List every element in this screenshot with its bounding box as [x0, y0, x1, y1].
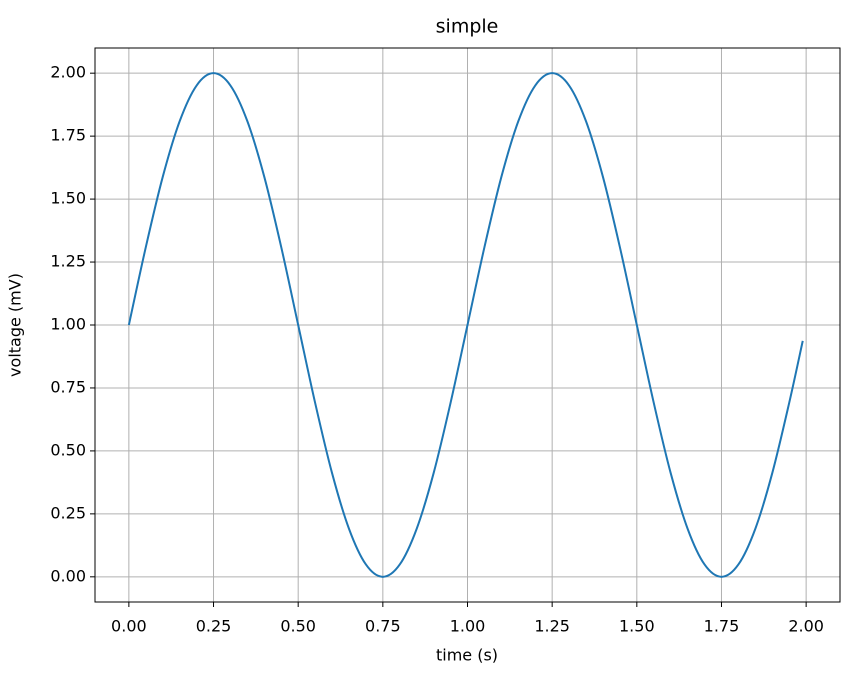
data-line: [127, 72, 804, 578]
y-tick-label: 1.50: [50, 189, 86, 208]
plot-area: [127, 72, 804, 578]
x-tick-label: 1.25: [534, 617, 570, 636]
x-tick-label: 0.25: [196, 617, 232, 636]
x-tick-label: 1.50: [619, 617, 655, 636]
y-tick-label: 1.75: [50, 126, 86, 145]
x-tick-label: 0.50: [280, 617, 316, 636]
y-axis-label: voltage (mV): [6, 273, 25, 377]
chart-title: simple: [436, 16, 499, 38]
x-axis-label: time (s): [436, 646, 498, 665]
y-tick-label: 0.25: [50, 503, 86, 522]
y-tick-label: 0.50: [50, 440, 86, 459]
y-tick-label: 1.00: [50, 315, 86, 334]
x-tick-label: 0.75: [365, 617, 401, 636]
y-tick-label: 1.25: [50, 252, 86, 271]
x-tick-label: 2.00: [788, 617, 824, 636]
y-tick-label: 2.00: [50, 63, 86, 82]
x-tick-label: 1.00: [450, 617, 486, 636]
x-tick-label: 0.00: [111, 617, 147, 636]
y-tick-label: 0.00: [50, 566, 86, 585]
x-tick-label: 1.75: [704, 617, 740, 636]
y-tick-label: 0.75: [50, 377, 86, 396]
